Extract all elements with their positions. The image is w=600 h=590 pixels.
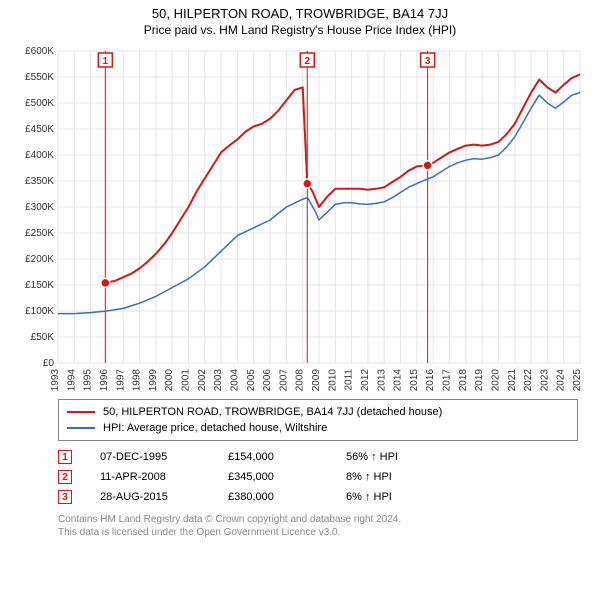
y-tick-label: £0 bbox=[43, 358, 55, 369]
marker-price: £380,000 bbox=[228, 491, 318, 503]
chart-plot-area: £0 £50K £100K £150K £200K £250K £300K £350K £400… bbox=[10, 43, 590, 393]
y-tick-label: £300K bbox=[25, 202, 54, 213]
x-tick-label: 2007 bbox=[278, 369, 289, 392]
chart-svg: £0 £50K £100K £150K £200K £250K £300K £350K £400… bbox=[10, 43, 590, 393]
x-tick-label: 2023 bbox=[539, 369, 550, 392]
x-tick-label: 2002 bbox=[197, 369, 208, 392]
event-marker-dot bbox=[101, 278, 110, 287]
chart-subtitle: Price paid vs. HM Land Registry's House … bbox=[10, 23, 590, 37]
y-tick-label: £400K bbox=[25, 150, 54, 161]
marker-pct: 6% ↑ HPI bbox=[346, 491, 436, 503]
y-tick-label: £200K bbox=[25, 254, 54, 265]
marker-table: 1 07-DEC-1995 £154,000 56% ↑ HPI 2 11-APR-200… bbox=[58, 447, 578, 507]
x-tick-label: 2018 bbox=[458, 369, 469, 392]
x-tick-label: 1995 bbox=[83, 369, 94, 392]
x-tick-label: 2013 bbox=[376, 369, 387, 392]
event-marker-number: 3 bbox=[425, 56, 431, 67]
series-property bbox=[105, 74, 580, 283]
y-tick-label: £350K bbox=[25, 176, 54, 187]
x-tick-label: 2017 bbox=[442, 369, 453, 392]
attribution: Contains HM Land Registry data © Crown c… bbox=[58, 513, 578, 539]
marker-row: 1 07-DEC-1995 £154,000 56% ↑ HPI bbox=[58, 447, 578, 467]
legend-swatch bbox=[67, 411, 95, 413]
event-marker-dot bbox=[423, 161, 432, 170]
attribution-line-2: This data is licensed under the Open Gov… bbox=[58, 526, 578, 539]
x-tick-label: 2014 bbox=[393, 369, 404, 392]
x-tick-label: 1993 bbox=[50, 369, 61, 392]
y-tick-label: £250K bbox=[25, 228, 54, 239]
marker-row: 3 28-AUG-2015 £380,000 6% ↑ HPI bbox=[58, 487, 578, 507]
marker-date: 11-APR-2008 bbox=[100, 471, 200, 483]
x-tick-label: 2012 bbox=[360, 369, 371, 392]
y-tick-label: £50K bbox=[31, 332, 55, 343]
legend-row: HPI: Average price, detached house, Wilt… bbox=[67, 420, 569, 436]
x-tick-label: 2009 bbox=[311, 369, 322, 392]
x-tick-label: 1996 bbox=[99, 369, 110, 392]
x-tick-label: 1998 bbox=[132, 369, 143, 392]
x-tick-label: 2008 bbox=[295, 369, 306, 392]
x-tick-label: 2024 bbox=[556, 369, 567, 392]
event-marker-number: 2 bbox=[304, 56, 310, 67]
x-tick-label: 2015 bbox=[409, 369, 420, 392]
y-tick-label: £100K bbox=[25, 306, 54, 317]
x-tick-label: 1999 bbox=[148, 369, 159, 392]
marker-number-box: 1 bbox=[58, 450, 72, 464]
marker-row: 2 11-APR-2008 £345,000 8% ↑ HPI bbox=[58, 467, 578, 487]
x-tick-label: 2003 bbox=[213, 369, 224, 392]
legend-label: 50, HILPERTON ROAD, TROWBRIDGE, BA14 7JJ… bbox=[103, 406, 442, 418]
y-tick-label: £450K bbox=[25, 124, 54, 135]
x-tick-label: 2001 bbox=[181, 369, 192, 392]
x-tick-label: 2005 bbox=[246, 369, 257, 392]
marker-date: 07-DEC-1995 bbox=[100, 451, 200, 463]
chart-title: 50, HILPERTON ROAD, TROWBRIDGE, BA14 7JJ bbox=[10, 6, 590, 21]
event-marker-number: 1 bbox=[103, 56, 109, 67]
legend: 50, HILPERTON ROAD, TROWBRIDGE, BA14 7JJ… bbox=[58, 399, 578, 441]
legend-label: HPI: Average price, detached house, Wilt… bbox=[103, 422, 327, 434]
y-tick-label: £600K bbox=[25, 46, 54, 57]
x-tick-label: 2019 bbox=[474, 369, 485, 392]
x-tick-label: 2020 bbox=[490, 369, 501, 392]
x-tick-label: 1994 bbox=[66, 369, 77, 392]
y-tick-label: £150K bbox=[25, 280, 54, 291]
x-tick-label: 2022 bbox=[523, 369, 534, 392]
x-tick-label: 2010 bbox=[327, 369, 338, 392]
legend-row: 50, HILPERTON ROAD, TROWBRIDGE, BA14 7JJ… bbox=[67, 404, 569, 420]
attribution-line-1: Contains HM Land Registry data © Crown c… bbox=[58, 513, 578, 526]
legend-swatch bbox=[67, 427, 95, 429]
marker-number-box: 3 bbox=[58, 490, 72, 504]
marker-number-box: 2 bbox=[58, 470, 72, 484]
x-tick-label: 2006 bbox=[262, 369, 273, 392]
y-tick-label: £500K bbox=[25, 98, 54, 109]
y-tick-label: £550K bbox=[25, 72, 54, 83]
x-tick-label: 2021 bbox=[507, 369, 518, 392]
x-tick-label: 2000 bbox=[164, 369, 175, 392]
marker-pct: 8% ↑ HPI bbox=[346, 471, 436, 483]
x-tick-label: 1997 bbox=[115, 369, 126, 392]
x-tick-label: 2011 bbox=[344, 369, 355, 391]
x-tick-label: 2004 bbox=[229, 369, 240, 392]
x-tick-label: 2016 bbox=[425, 369, 436, 392]
marker-price: £154,000 bbox=[228, 451, 318, 463]
marker-date: 28-AUG-2015 bbox=[100, 491, 200, 503]
marker-pct: 56% ↑ HPI bbox=[346, 451, 436, 463]
x-tick-label: 2025 bbox=[572, 369, 583, 392]
event-marker-dot bbox=[303, 179, 312, 188]
marker-price: £345,000 bbox=[228, 471, 318, 483]
